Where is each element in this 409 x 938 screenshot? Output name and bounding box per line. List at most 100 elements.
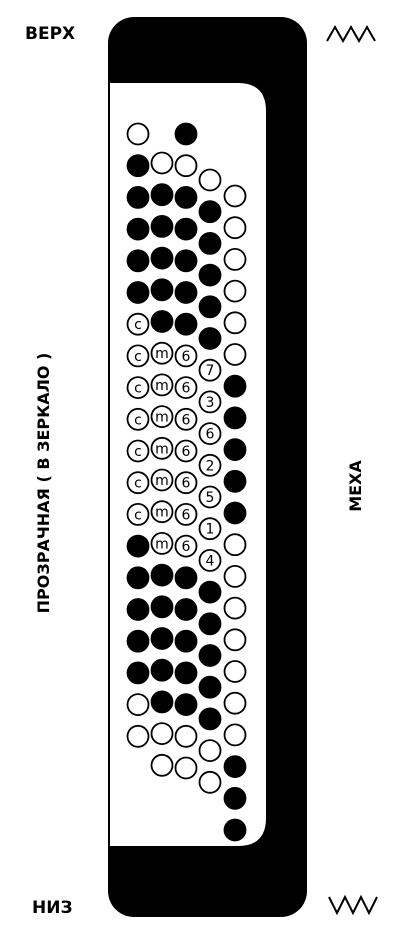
empty-button [198,739,222,762]
filled-button [150,658,174,682]
labeled-button [198,453,222,477]
button-label: m [155,378,169,394]
filled-button [150,690,174,714]
empty-button [198,168,222,192]
empty-button [223,343,247,366]
top-label: ВЕРХ [25,24,75,44]
filled-button [126,534,150,558]
button-label: c [134,412,142,428]
labeled-button [198,517,222,541]
button-label: m [155,441,169,457]
filled-button [198,644,222,667]
button-label: c [134,381,142,397]
empty-button [174,756,198,780]
filled-button [174,566,198,590]
button-label: 4 [206,553,215,569]
labeled-button [126,503,150,526]
labeled-button [174,344,198,368]
empty-button [126,724,150,748]
filled-button [174,598,198,621]
labeled-button [198,422,222,446]
button-label: 3 [206,395,215,411]
filled-button [150,278,174,302]
labeled-button [126,344,150,368]
labeled-button [174,534,198,558]
filled-button [126,185,150,209]
labeled-button [198,390,222,414]
filled-button [150,183,174,207]
button-label: 6 [182,381,191,397]
filled-button [150,310,174,333]
labeled-button [174,471,198,495]
bottom-label: НИЗ [32,898,73,918]
button-label: m [155,536,169,552]
filled-button [126,661,150,685]
filled-button [223,818,247,842]
filled-button [198,580,222,604]
filled-button [174,217,198,241]
left-side-label: ПРОЗРАЧНАЯ ( В ЗЕРКАЛО ) [34,353,53,614]
filled-button [150,214,174,238]
labeled-button [126,376,150,400]
filled-button [223,469,247,493]
empty-button [223,533,247,557]
empty-button [223,184,247,208]
labeled-button [198,549,222,572]
filled-button [174,281,198,304]
filled-button [198,295,222,319]
empty-button [223,247,247,271]
button-label: 6 [182,476,191,492]
labeled-button [150,373,174,397]
empty-button [150,151,174,175]
filled-button [223,501,247,525]
keyboard-face [110,83,266,846]
button-label: m [155,473,169,489]
button-label: 6 [182,444,191,460]
labeled-button [150,468,174,492]
filled-button [223,755,247,778]
filled-button [223,786,247,810]
filled-button [174,122,198,146]
labeled-button [198,358,222,382]
button-label: m [155,410,169,426]
labeled-button [126,407,150,431]
labeled-button [150,500,174,524]
labeled-button [126,439,150,463]
button-label: 6 [206,427,215,443]
filled-button [150,595,174,619]
filled-button [198,612,222,636]
empty-button [223,596,247,620]
labeled-button [126,471,150,495]
filled-button [150,246,174,270]
zigzag-down-icon [328,894,378,916]
empty-button [126,693,150,716]
button-label: c [134,444,142,460]
button-label: c [134,476,142,492]
filled-button [223,406,247,430]
button-label: 6 [182,412,191,428]
button-label: 6 [182,539,191,555]
filled-button [126,629,150,653]
button-label: 5 [206,490,215,506]
filled-button [174,693,198,716]
filled-button [223,374,247,398]
filled-button [174,312,198,336]
filled-button [223,438,247,462]
filled-button [174,185,198,209]
filled-button [198,263,222,287]
empty-button [223,216,247,240]
empty-button [150,722,174,745]
filled-button [126,566,150,590]
zigzag-up-icon [326,24,376,44]
button-label: 1 [206,522,215,538]
empty-button [174,154,198,178]
labeled-button [150,532,174,555]
empty-button [150,753,174,777]
labeled-button [126,312,150,336]
filled-button [150,563,174,587]
filled-button [126,249,150,273]
labeled-button [150,436,174,460]
filled-button [198,200,222,224]
empty-button [223,723,247,747]
